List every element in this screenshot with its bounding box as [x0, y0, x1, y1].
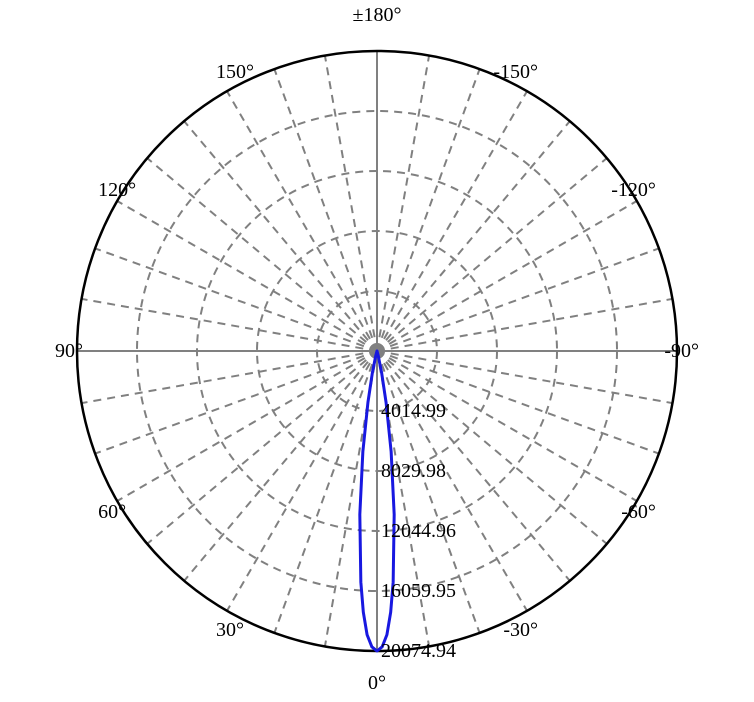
- radial-tick-label: 8029.98: [381, 460, 446, 482]
- polar-spoke: [325, 56, 377, 351]
- angle-label: -120°: [611, 179, 656, 201]
- angle-label: 0°: [368, 672, 386, 694]
- polar-spoke: [82, 351, 377, 403]
- polar-spoke: [377, 299, 672, 351]
- radial-tick-label: 16059.95: [381, 580, 456, 602]
- angle-label: -90°: [664, 340, 699, 362]
- polar-spoke: [82, 299, 377, 351]
- polar-spoke: [95, 351, 377, 454]
- radial-tick-label: 20074.94: [381, 640, 456, 662]
- angle-label: 30°: [216, 619, 244, 641]
- angle-label: 150°: [216, 61, 254, 83]
- polar-spoke: [377, 69, 480, 351]
- angle-label: ±180°: [353, 4, 402, 26]
- angle-label: 60°: [98, 501, 126, 523]
- polar-spoke: [95, 248, 377, 351]
- polar-spoke: [274, 69, 377, 351]
- polar-spoke: [377, 351, 672, 403]
- radial-tick-label: 4014.99: [381, 400, 446, 422]
- polar-spoke: [377, 56, 429, 351]
- angle-label: -60°: [621, 501, 656, 523]
- angle-label: -150°: [493, 61, 538, 83]
- angle-label: -30°: [503, 619, 538, 641]
- angle-label: 90°: [55, 340, 83, 362]
- angle-label: 120°: [98, 179, 136, 201]
- radial-tick-label: 12044.96: [381, 520, 456, 542]
